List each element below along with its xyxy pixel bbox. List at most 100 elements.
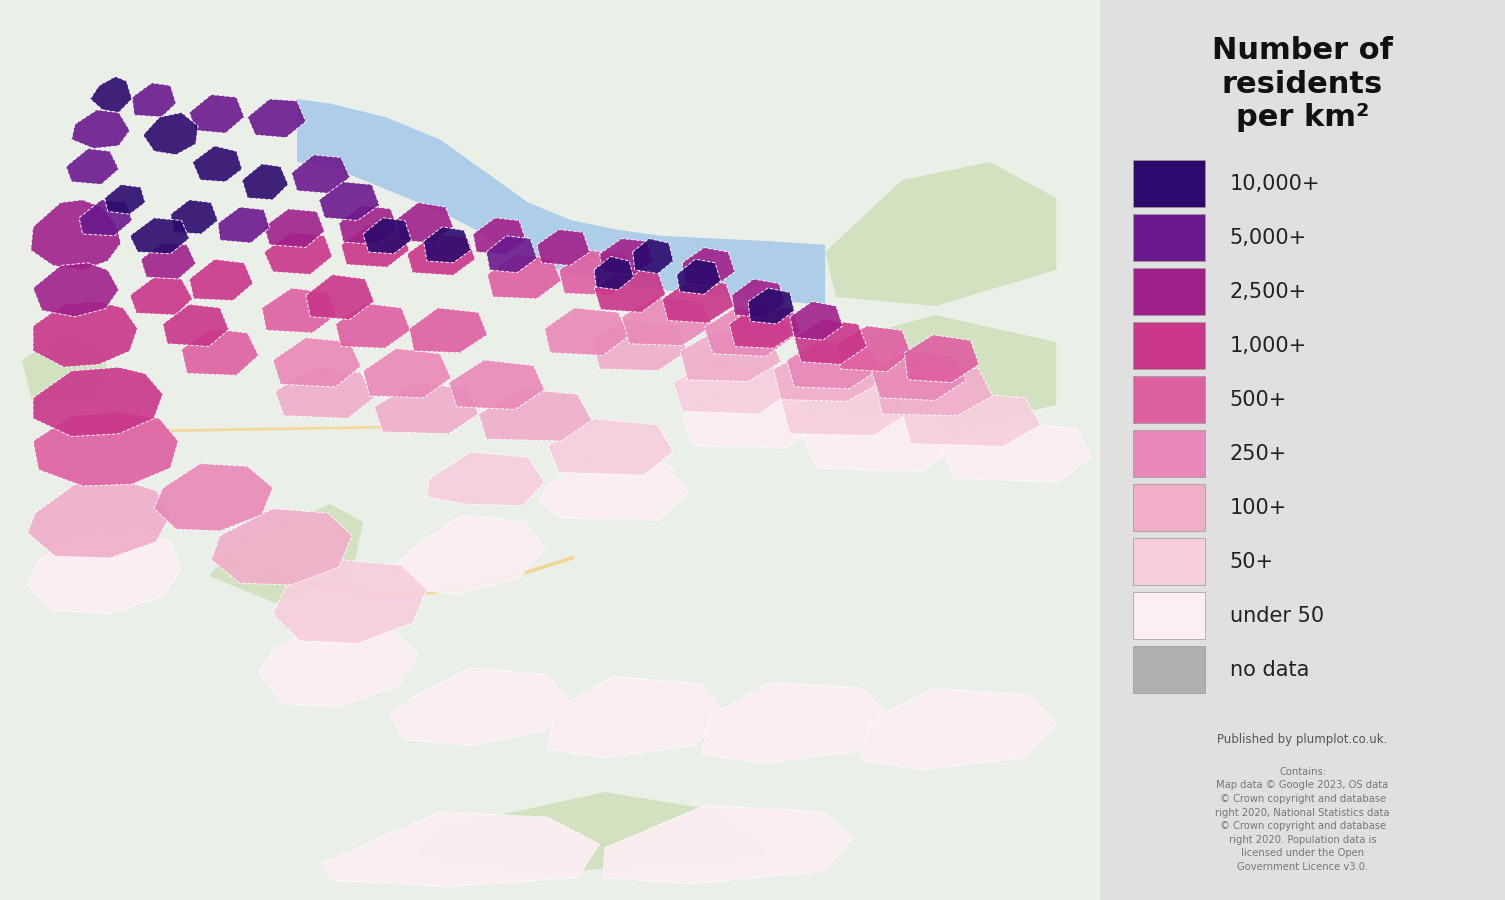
Polygon shape — [363, 218, 411, 254]
Polygon shape — [209, 504, 363, 603]
FancyBboxPatch shape — [1133, 376, 1206, 423]
Polygon shape — [682, 248, 734, 286]
Polygon shape — [154, 464, 272, 531]
FancyBboxPatch shape — [1133, 484, 1206, 531]
Polygon shape — [795, 320, 867, 365]
Polygon shape — [861, 688, 1057, 770]
Polygon shape — [339, 205, 399, 245]
Polygon shape — [292, 155, 349, 194]
Polygon shape — [391, 668, 570, 745]
Polygon shape — [296, 99, 825, 306]
FancyBboxPatch shape — [1133, 646, 1206, 693]
Text: 100+: 100+ — [1230, 498, 1287, 518]
Polygon shape — [486, 236, 537, 273]
Polygon shape — [604, 806, 853, 884]
Polygon shape — [825, 162, 1057, 306]
Polygon shape — [33, 412, 178, 486]
FancyBboxPatch shape — [1133, 538, 1206, 585]
Polygon shape — [375, 382, 479, 434]
Text: 50+: 50+ — [1230, 552, 1273, 572]
Polygon shape — [539, 457, 688, 520]
Polygon shape — [80, 200, 132, 236]
Polygon shape — [837, 315, 1057, 432]
Polygon shape — [143, 112, 199, 155]
Polygon shape — [90, 76, 132, 112]
Polygon shape — [132, 83, 176, 117]
Polygon shape — [218, 207, 269, 243]
Polygon shape — [396, 202, 453, 243]
Text: Published by plumplot.co.uk.: Published by plumplot.co.uk. — [1218, 734, 1388, 746]
Polygon shape — [701, 682, 889, 763]
Polygon shape — [774, 349, 882, 401]
Polygon shape — [632, 238, 673, 274]
Polygon shape — [262, 288, 337, 333]
Polygon shape — [33, 263, 119, 317]
Polygon shape — [247, 99, 306, 138]
Polygon shape — [409, 308, 488, 353]
Polygon shape — [394, 515, 545, 594]
Polygon shape — [594, 256, 634, 290]
Polygon shape — [190, 259, 253, 301]
Text: 5,000+: 5,000+ — [1230, 228, 1306, 248]
Polygon shape — [874, 362, 992, 416]
Polygon shape — [306, 274, 375, 320]
Polygon shape — [682, 392, 816, 448]
Polygon shape — [901, 392, 1041, 446]
Text: under 50: under 50 — [1230, 606, 1324, 626]
Polygon shape — [321, 812, 599, 886]
Polygon shape — [748, 288, 795, 324]
Polygon shape — [537, 230, 590, 266]
Polygon shape — [342, 225, 409, 267]
FancyBboxPatch shape — [1133, 268, 1206, 315]
Polygon shape — [272, 560, 427, 643]
Text: 1,000+: 1,000+ — [1230, 336, 1306, 356]
Polygon shape — [23, 333, 110, 405]
Polygon shape — [473, 218, 525, 255]
Polygon shape — [558, 250, 637, 295]
Polygon shape — [781, 380, 908, 436]
Polygon shape — [680, 331, 781, 382]
Polygon shape — [33, 367, 163, 436]
Polygon shape — [263, 232, 333, 274]
Polygon shape — [33, 302, 137, 367]
FancyBboxPatch shape — [1133, 430, 1206, 477]
Polygon shape — [272, 338, 361, 387]
FancyBboxPatch shape — [1133, 214, 1206, 261]
Polygon shape — [787, 340, 880, 389]
Polygon shape — [905, 335, 980, 382]
Polygon shape — [871, 351, 966, 400]
Text: 10,000+: 10,000+ — [1230, 174, 1320, 194]
Polygon shape — [730, 304, 799, 348]
Polygon shape — [163, 304, 229, 347]
Polygon shape — [731, 279, 786, 318]
Polygon shape — [548, 677, 724, 758]
Polygon shape — [479, 389, 591, 441]
Polygon shape — [548, 418, 673, 475]
Polygon shape — [941, 421, 1091, 482]
Polygon shape — [129, 277, 193, 315]
Text: Contains:
Map data © Google 2023, OS data
© Crown copyright and database
right 2: Contains: Map data © Google 2023, OS dat… — [1216, 767, 1389, 872]
FancyBboxPatch shape — [1133, 160, 1206, 207]
Polygon shape — [259, 623, 418, 706]
Polygon shape — [837, 326, 911, 372]
Polygon shape — [599, 238, 653, 275]
Text: no data: no data — [1230, 660, 1309, 680]
Polygon shape — [263, 209, 325, 248]
Polygon shape — [336, 303, 411, 348]
Polygon shape — [591, 320, 688, 371]
Polygon shape — [72, 110, 129, 148]
Polygon shape — [27, 531, 182, 614]
Polygon shape — [423, 227, 471, 263]
Polygon shape — [418, 792, 771, 873]
Polygon shape — [488, 254, 561, 299]
Polygon shape — [804, 412, 956, 472]
Polygon shape — [790, 302, 843, 340]
Polygon shape — [673, 360, 790, 414]
Polygon shape — [27, 482, 170, 558]
Text: 500+: 500+ — [1230, 390, 1287, 410]
Polygon shape — [190, 94, 244, 133]
Polygon shape — [704, 308, 795, 356]
Polygon shape — [363, 348, 452, 398]
Polygon shape — [622, 297, 713, 346]
Polygon shape — [427, 452, 545, 506]
